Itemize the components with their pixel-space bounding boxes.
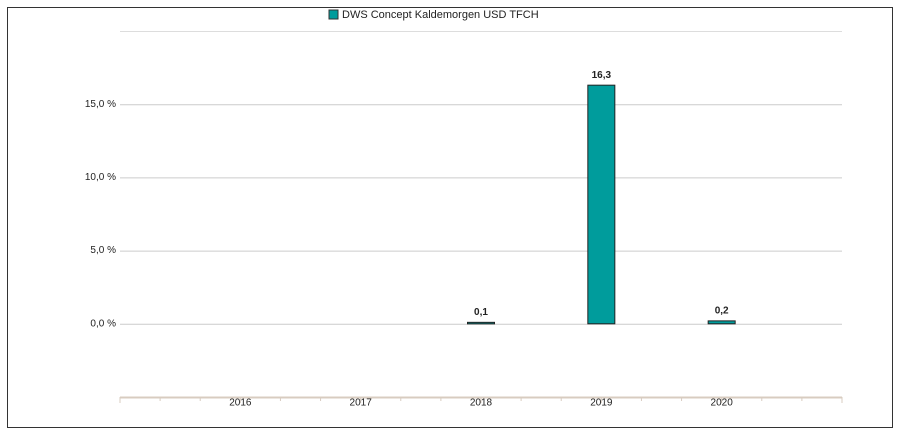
data-label: 0,1	[474, 307, 488, 318]
data-label: 16,3	[592, 70, 612, 81]
y-tick-label: 15,0 %	[85, 99, 116, 110]
bar	[707, 320, 736, 325]
x-tick-label: 2020	[711, 398, 734, 409]
bar	[467, 321, 495, 325]
legend-label: DWS Concept Kaldemorgen USD TFCH	[342, 9, 539, 21]
y-tick-label: 5,0 %	[90, 245, 116, 256]
x-tick-label: 2018	[470, 398, 493, 409]
x-tick-label: 2019	[590, 398, 613, 409]
x-tick-label: 2017	[350, 398, 373, 409]
legend-swatch	[328, 9, 339, 20]
bar	[587, 84, 616, 325]
y-tick-label: 10,0 %	[85, 172, 116, 183]
chart-frame	[7, 7, 893, 428]
x-tick-label: 2016	[229, 398, 252, 409]
y-tick-label: 0,0 %	[90, 318, 116, 329]
data-label: 0,2	[715, 306, 729, 317]
